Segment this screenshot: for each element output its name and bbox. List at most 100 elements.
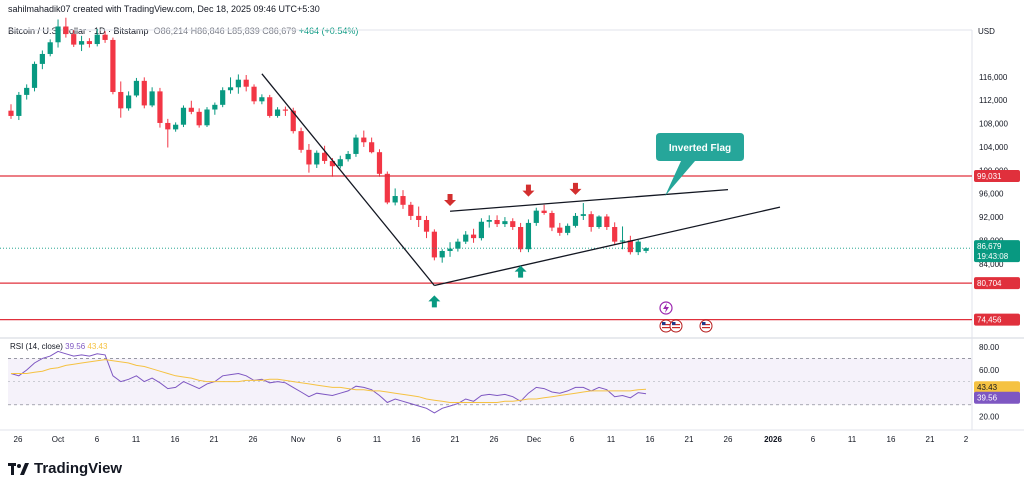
candle-body [455,241,461,249]
candle-body [588,214,594,228]
countdown-label: 19:43:08 [977,252,1009,261]
candle-body [165,122,171,130]
time-tick-label: 16 [171,435,180,444]
candle-body [243,79,249,87]
level-price-tag [974,169,1020,182]
callout-bubble [656,133,744,196]
candle-body [400,196,406,205]
time-tick-label: 11 [132,435,141,444]
candle-body [596,216,602,228]
flag-canton [662,322,666,325]
candle-body [235,79,241,88]
symbol-ohlc-legend[interactable]: Bitcoin / U.S. Dollar · 1D · Bitstamp O8… [8,26,358,36]
time-tick-label: 16 [887,435,896,444]
candle-body [39,53,45,64]
price-tick-label: 112,000 [979,96,1008,105]
candle-body [431,231,437,258]
candle-body [94,34,100,45]
candle-body [306,149,312,165]
candle-body [180,107,187,125]
price-tick-label: 96,000 [979,190,1004,199]
time-tick-label: 6 [337,435,342,444]
candle-body [110,39,116,92]
time-tick-label: 6 [570,435,575,444]
price-tick-label: 116,000 [979,73,1008,82]
candle-body [24,87,30,95]
rsi-tick-label: 80.00 [979,343,1000,352]
candle-body [259,97,265,102]
candle-body [282,109,288,111]
price-chart[interactable]: Inverted Flag 80.0060.0020.0043.4339.56R… [0,0,1024,455]
candle-body [525,222,532,250]
rsi-legend: RSI (14, close) 39.56 43.43 [10,342,108,351]
lower-flag-trendline [434,206,781,287]
time-tick-label: Nov [291,435,305,444]
time-tick-label: Dec [527,435,541,444]
drawings: Inverted Flag [0,73,972,333]
time-tick-label: 16 [412,435,421,444]
price-tick-label: 84,000 [979,260,1004,269]
candle-body [63,26,69,35]
candle-body [541,210,547,213]
candle-body [274,109,281,116]
candle-body [369,142,375,153]
level-price-label: 80,704 [977,279,1002,288]
time-tick-label: 21 [685,435,694,444]
candle-body [126,95,132,109]
candle-body [604,216,610,228]
candle-body [173,124,179,130]
candle-body [314,152,320,165]
rsi-value-tag [974,391,1020,404]
rsi-line [10,350,647,414]
flag-stripe [662,324,670,326]
last-price-tag [974,240,1020,263]
time-tick-label: 2 [964,435,969,444]
up-arrow-icon [428,295,441,308]
level-price-tag [974,277,1020,290]
candle-body [510,221,516,228]
candle-body [470,234,477,239]
price-tick-label: 104,000 [979,143,1008,152]
candle-body [204,109,210,126]
tradingview-logo-icon [8,462,29,475]
level-price-label: 99,031 [977,172,1002,181]
open-value: O86,214 [153,26,189,36]
down-arrow-icon [522,184,535,197]
candle-body [361,137,367,143]
time-tick-label: 16 [646,435,655,444]
candle-body [439,250,445,258]
candle-body [612,227,618,242]
candles [8,17,649,263]
candle-body [102,34,108,40]
time-tick-label: 26 [490,435,499,444]
flagpole-trendline [261,73,435,286]
candle-body [78,41,85,45]
candle-body [16,94,22,116]
rsi-value-tag [974,381,1020,394]
time-tick-label: 11 [848,435,857,444]
candle-body [157,91,163,123]
candle-body [463,234,469,242]
candle-body [408,204,414,216]
symbol-label[interactable]: Bitcoin / U.S. Dollar · 1D · Bitstamp [8,26,149,36]
time-tick-label: 21 [210,435,219,444]
flag-stripe [662,327,670,329]
candle-body [478,221,484,239]
rsi-tick-label: 20.00 [979,412,1000,421]
candle-body [423,220,430,232]
tradingview-brand[interactable]: TradingView [8,460,122,477]
time-tick-label: 26 [14,435,23,444]
high-value: H86,846 [190,26,225,36]
time-tick-label: 6 [95,435,100,444]
candle-body [353,137,359,154]
candle-body [494,220,500,225]
time-axis: 26 Oct 6 11 16 21 26 Nov 6 11 16 21 26 Dec 6 11 16 21 26 20… [0,429,1024,444]
candle-body [133,80,140,96]
candle-body [298,131,304,150]
creator-line: sahilmahadik07 created with TradingView.… [8,4,320,14]
up-arrow-icon [514,265,527,278]
candle-body [565,225,571,233]
candle-body [212,104,218,110]
rsi-ma-legend-value: 43.43 [87,342,108,351]
time-tick-label: 11 [373,435,382,444]
